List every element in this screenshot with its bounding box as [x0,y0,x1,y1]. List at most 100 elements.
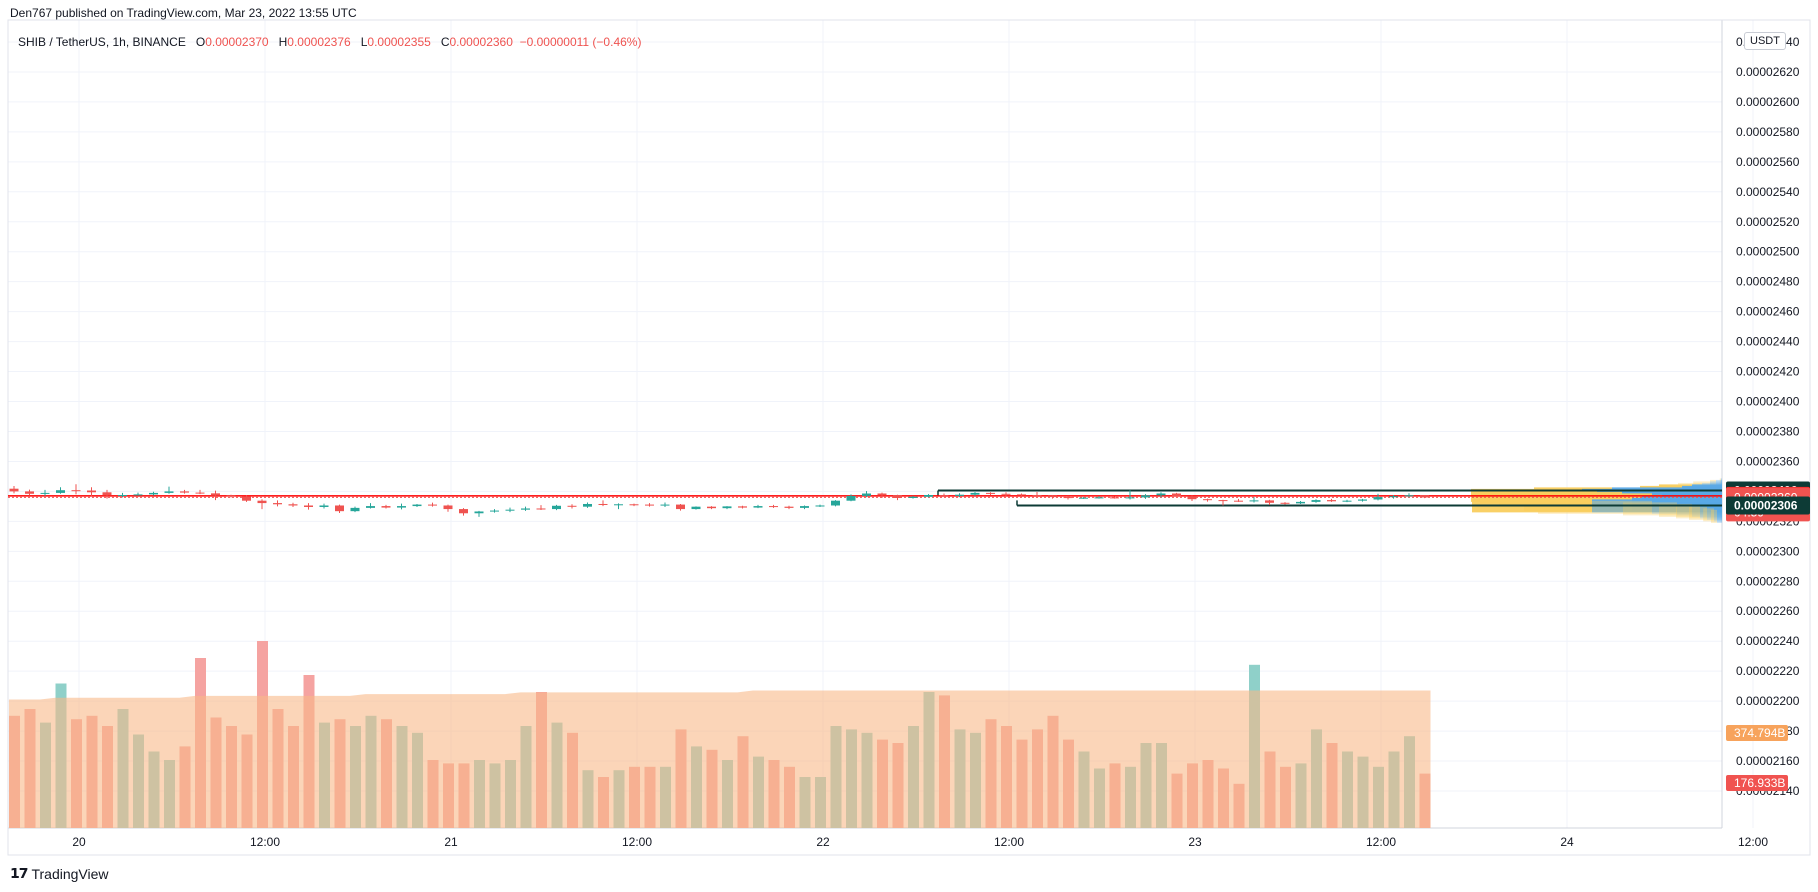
brand-label: TradingView [31,865,109,882]
time-tick-label: 12:00 [1366,835,1396,849]
candle-body [195,492,205,494]
candle-body [133,494,143,496]
candle-body [242,496,251,501]
candle-body [970,492,980,495]
candle-body [1404,495,1414,497]
candle-body [1389,496,1398,498]
candle-body [908,496,918,498]
candle-body [1079,497,1088,499]
candle-body [1048,495,1057,498]
price-tick-label: 0.00002380 [1736,424,1800,438]
footer-brand[interactable]: 𝟭𝟳 TradingView [10,865,109,882]
volume-profile-bar-sell [1676,505,1700,519]
support-price-label: 0.00002306 [1734,498,1798,512]
symbol-label[interactable]: SHIB / TetherUS, 1h, BINANCE [18,35,186,49]
candle-body [87,490,96,493]
chart-frame [7,19,1811,856]
volume-profile-bar-sell [1659,503,1692,517]
candle-body [40,492,50,494]
currency-button[interactable]: USDT [1744,32,1786,50]
time-tick-label: 24 [1560,835,1574,849]
volume-ma-area [9,690,1431,828]
candle-body [722,506,732,509]
price-tick-label: 0.00002400 [1736,395,1800,409]
candle-body [536,508,546,510]
candle-body [1249,500,1259,502]
candle-body [769,506,778,508]
candle-body [304,505,313,507]
change-value: −0.00000011 (−0.46%) [519,35,642,49]
volume-ma-badge [1726,725,1788,741]
price-tick-label: 0.00002560 [1736,155,1800,169]
ohlc-legend: SHIB / TetherUS, 1h, BINANCE O0.00002370… [18,35,641,49]
candle-body [1203,499,1212,501]
volume-profile-bar-buy [1717,509,1722,523]
price-tick-label: 0.00002440 [1736,335,1800,349]
candle-body [521,508,530,510]
candle-body [1280,502,1290,504]
price-tick-label: 0.00002360 [1736,454,1800,468]
high-label: H [278,35,288,49]
price-tick-label: 0.00002520 [1736,215,1800,229]
candle-body [164,491,174,493]
candle-body [412,504,422,507]
low-value: 0.00002355 [367,35,431,49]
volume-profile-bar-buy [1692,503,1722,517]
candle-body [955,494,964,496]
volume-profile-bar-sell [1689,506,1707,520]
price-tick-label: 0.00002160 [1736,754,1800,768]
published-caption: Den767 published on TradingView.com, Mar… [10,6,357,20]
candle-body [180,491,189,493]
volume-profile-bar-buy [1700,505,1722,519]
price-tick-label: 0.00002220 [1736,664,1800,678]
candle-body [1358,499,1367,501]
candle-body [1094,497,1104,499]
candle-body [505,509,515,511]
price-tick-label: 0.00002540 [1736,185,1800,199]
candle-body [1218,500,1228,502]
candle-body [1017,494,1026,496]
price-tick-label: 0.00002200 [1736,694,1800,708]
time-tick-label: 23 [1188,835,1202,849]
price-tick-label: 0.00002420 [1736,365,1800,379]
candle-body [583,503,592,507]
volume-profile-bar-buy [1714,508,1722,522]
candle-body [1327,500,1336,502]
candle-body [660,504,670,506]
volume-ma-label: 374.794B [1734,726,1785,740]
candle-body [753,506,763,508]
candle-body [1265,500,1274,503]
price-tick-label: 0.00002300 [1736,544,1800,558]
candle-body [257,500,267,504]
time-tick-label: 22 [816,835,830,849]
low-label: L [360,35,368,49]
support-price-badge [1726,496,1810,515]
candle-body [815,505,825,507]
price-tick-label: 0.00002280 [1736,574,1800,588]
candle-body [1110,497,1119,499]
candle-body [598,503,608,505]
candle-body [939,494,949,496]
candle-body [1063,497,1073,499]
volume-profile-bar-buy [1652,500,1722,514]
volume-profile-bar-sell [1538,500,1652,514]
volume-profile-bar-sell [1703,508,1714,522]
price-tick-label: 0.00002600 [1736,95,1800,109]
volume-profile-bar-sell [1711,509,1717,523]
candle-body [1141,495,1150,498]
candle-body [877,493,887,496]
candle-body [1172,493,1181,497]
candle-body [552,505,561,510]
candle-body [831,500,840,506]
candle-body [1156,493,1166,496]
price-tick-label: 0.00002480 [1736,275,1800,289]
candle-body [397,506,406,508]
candle-body [381,506,391,508]
candle-body [645,504,654,506]
candle-body [273,503,282,505]
time-tick-label: 12:00 [622,835,652,849]
candle-body [149,492,158,495]
candle-body [9,488,19,492]
candle-body [1420,495,1429,498]
